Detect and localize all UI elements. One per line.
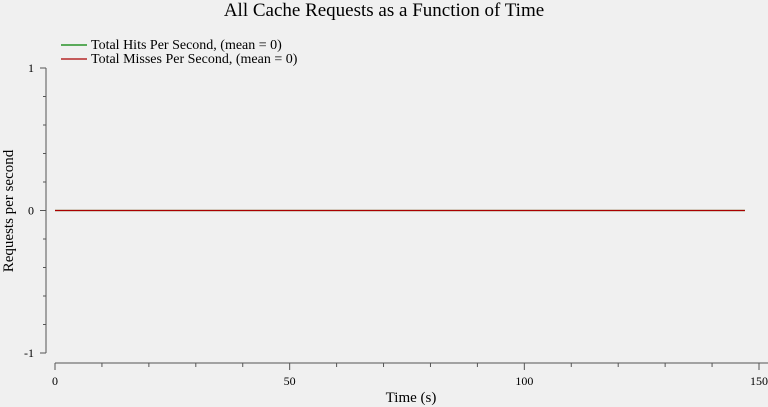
legend-label-misses: Total Misses Per Second, (mean = 0) — [91, 52, 298, 67]
y-ticks: -1 0 1 — [24, 61, 46, 360]
legend: Total Hits Per Second, (mean = 0) Total … — [61, 38, 298, 67]
y-tick-label: 0 — [28, 204, 34, 218]
x-tick-label: 0 — [52, 374, 58, 388]
chart-title: All Cache Requests as a Function of Time — [224, 0, 544, 21]
y-tick-label: -1 — [24, 346, 34, 360]
x-tick-label: 50 — [284, 374, 296, 388]
y-tick-label: 1 — [28, 61, 34, 75]
legend-label-hits: Total Hits Per Second, (mean = 0) — [91, 38, 282, 53]
x-ticks: 0 50 100 150 — [52, 363, 768, 388]
y-axis-label: Requests per second — [1, 149, 17, 272]
x-axis-label: Time (s) — [386, 390, 437, 406]
x-tick-label: 150 — [750, 374, 768, 388]
x-tick-label: 100 — [515, 374, 533, 388]
